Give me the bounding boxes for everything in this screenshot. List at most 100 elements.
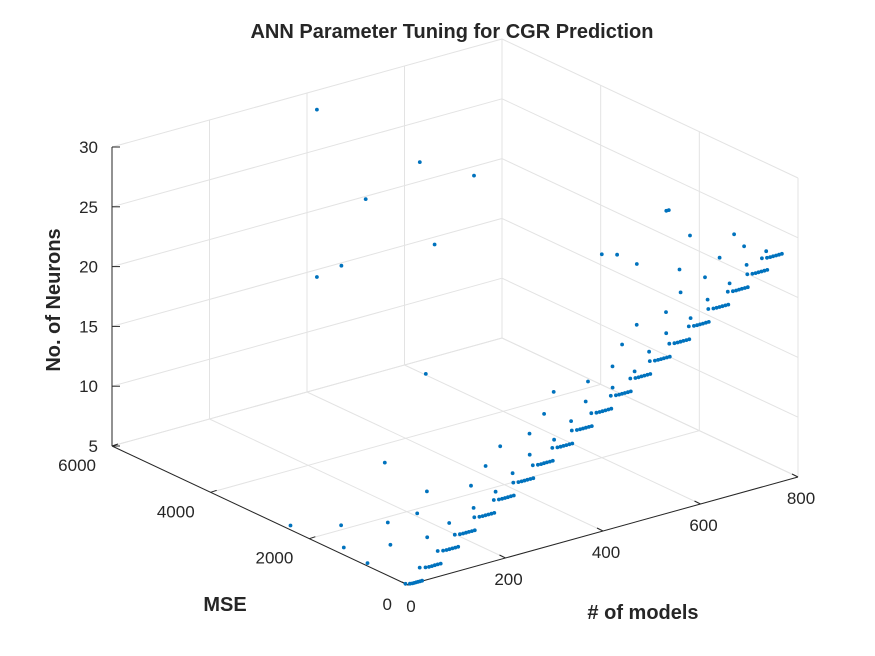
y-tick-label: 2000 (256, 549, 294, 568)
data-point (659, 357, 663, 361)
grid-line (111, 277, 503, 387)
x-tick-label: 600 (689, 516, 717, 535)
y-axis-line (111, 445, 409, 586)
data-point (681, 339, 686, 343)
data-point (425, 489, 429, 494)
data-point (750, 271, 755, 276)
data-point (614, 393, 618, 398)
grid-line (111, 38, 503, 148)
data-point (704, 320, 708, 325)
data-point (569, 428, 574, 433)
data-point (453, 545, 458, 550)
data-point (714, 305, 719, 310)
data-point (653, 358, 657, 363)
data-point (632, 369, 637, 374)
data-point (527, 431, 532, 436)
data-point (597, 410, 602, 414)
data-point (656, 358, 660, 362)
chart-title: ANN Parameter Tuning for CGR Prediction (250, 21, 653, 43)
data-point (698, 322, 702, 327)
data-point (695, 323, 699, 328)
data-point (717, 255, 722, 260)
grid-line (209, 418, 506, 559)
data-point (687, 337, 692, 342)
data-point (500, 496, 504, 501)
data-point (545, 460, 549, 465)
data-point (666, 208, 671, 213)
data-point (626, 390, 630, 395)
data-point (567, 442, 572, 447)
data-point (363, 197, 368, 202)
data-point (711, 306, 716, 311)
data-point (734, 288, 738, 293)
data-point (288, 523, 293, 528)
data-point (569, 419, 573, 423)
z-tick-label: 5 (89, 437, 98, 456)
data-point (420, 578, 424, 583)
data-point (315, 107, 319, 112)
data-point (435, 562, 440, 567)
data-point (315, 275, 319, 279)
data-point (527, 452, 532, 457)
data-point (497, 497, 501, 502)
data-point (620, 391, 624, 396)
data-point (727, 281, 732, 286)
data-point (452, 532, 457, 537)
data-point (701, 321, 705, 326)
data-point (688, 233, 692, 238)
data-point (456, 544, 461, 549)
z-axis-label: No. of Neurons (43, 228, 65, 371)
scatter-points (288, 107, 784, 586)
z-tick-label: 25 (79, 198, 98, 217)
x-tick-mark (694, 500, 701, 505)
x-tick-mark (791, 473, 799, 478)
data-point (417, 565, 422, 570)
data-point (581, 426, 585, 431)
data-point (511, 480, 516, 485)
data-point (503, 496, 507, 500)
data-point (525, 477, 530, 482)
data-point (608, 393, 613, 398)
data-point (664, 310, 668, 314)
z-tick-label: 20 (79, 258, 98, 277)
data-point (756, 270, 761, 275)
data-point (382, 460, 387, 465)
x-tick-mark (499, 554, 506, 559)
data-point (600, 409, 605, 414)
x-tick-label: 400 (592, 543, 620, 562)
grid-line (309, 430, 700, 540)
data-point (645, 372, 650, 377)
data-point (742, 244, 746, 249)
data-point (519, 479, 524, 484)
data-point (628, 376, 633, 381)
x-axis-label: # of models (587, 602, 698, 624)
data-point (447, 547, 452, 552)
data-point (599, 252, 604, 257)
data-point (575, 428, 579, 432)
data-point (667, 341, 672, 346)
z-tick-label: 15 (79, 317, 98, 336)
data-point (667, 354, 672, 359)
data-point (648, 372, 653, 376)
grid-line (501, 277, 799, 418)
data-point (584, 425, 588, 430)
data-point (550, 458, 555, 463)
data-point (423, 565, 428, 570)
data-point (570, 441, 575, 446)
data-point (464, 530, 468, 535)
data-point (480, 514, 485, 518)
data-point (528, 477, 533, 481)
data-point (483, 464, 488, 468)
data-point (647, 349, 651, 354)
data-point (472, 528, 477, 533)
data-point (542, 412, 546, 416)
z-tick-label: 30 (79, 138, 98, 157)
grid-line (111, 337, 503, 447)
data-point (771, 254, 775, 259)
grid-line (111, 158, 503, 268)
data-point (743, 286, 747, 290)
data-point (558, 444, 563, 449)
data-point (578, 427, 582, 432)
data-point (477, 514, 482, 519)
